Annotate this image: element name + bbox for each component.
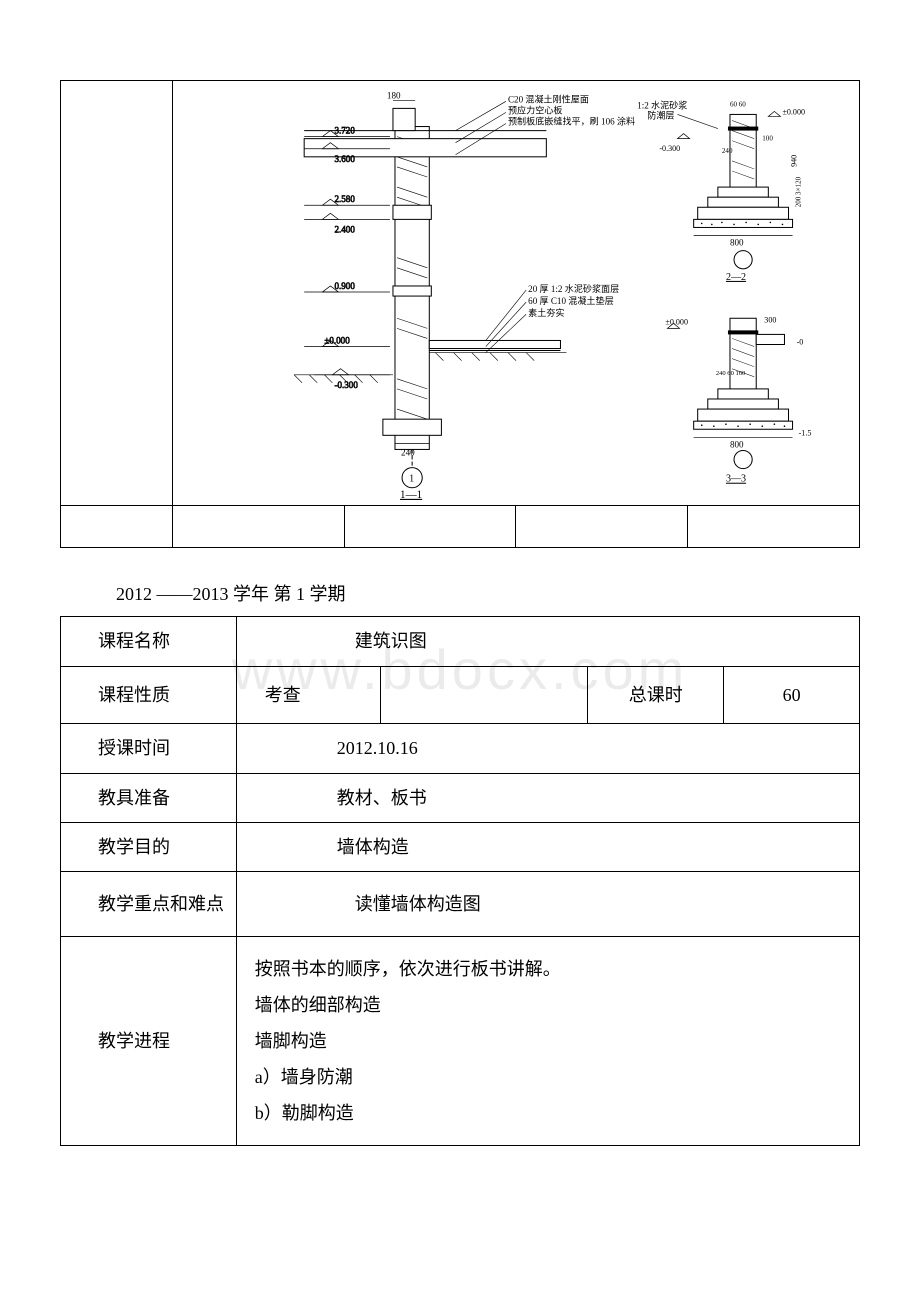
footer-cell-2 <box>172 506 344 548</box>
r2-pm0000: ±0.000 <box>665 317 688 326</box>
dim-240-r: 240 <box>722 147 733 155</box>
label-process: 教学进程 <box>61 937 237 1146</box>
value-process: 按照书本的顺序，依次进行板书讲解。墙体的细部构造墙脚构造a）墙身防潮b）勒脚构造 <box>236 937 859 1146</box>
value-focus: 读懂墙体构造图 <box>236 872 859 937</box>
value-tools: 教材、板书 <box>236 773 859 822</box>
process-line: 墙体的细部构造 <box>255 987 851 1023</box>
value-course-name: 建筑识图 <box>236 617 859 666</box>
label-focus: 教学重点和难点 <box>61 872 237 937</box>
elev-2580: 2.580 <box>334 194 355 204</box>
neg-1-5: -1.5 <box>798 428 811 437</box>
footer-cell-4 <box>516 506 688 548</box>
label-mortar20: 20 厚 1:2 水泥砂浆面层 <box>528 283 619 294</box>
value-purpose: 墙体构造 <box>236 823 859 872</box>
dim-200-3-120: 200 3×120 <box>794 176 802 207</box>
process-line: b）勒脚构造 <box>255 1095 851 1131</box>
process-line: 按照书本的顺序，依次进行板书讲解。 <box>255 951 851 987</box>
footer-cell-1 <box>61 506 173 548</box>
dim-940: 940 <box>789 155 798 167</box>
dim-800a: 800 <box>730 238 744 248</box>
value-teach-time: 2012.10.16 <box>236 724 859 773</box>
process-line: a）墙身防潮 <box>255 1059 851 1095</box>
r-neg0300: -0.300 <box>659 144 680 153</box>
section-2-2: 2—2 <box>726 272 746 283</box>
label-tools: 教具准备 <box>61 773 237 822</box>
diagram-table: 180 C20 混凝土刚性屋面 预应力空心板 预制板底嵌缝找平，刷 106 涂料… <box>60 80 860 548</box>
neg-0-r2: -0 <box>796 337 803 346</box>
section-1-1: 1—1 <box>400 489 422 501</box>
dim-180: 180 <box>387 90 401 100</box>
label-bed60: 60 厚 C10 混凝土垫层 <box>528 295 613 306</box>
elev-0900: 0.900 <box>334 281 355 291</box>
label-purpose: 教学目的 <box>61 823 237 872</box>
dim-800b: 800 <box>730 439 744 449</box>
dim-300: 300 <box>764 315 776 324</box>
label-compact: 素土夯实 <box>528 307 564 318</box>
footer-cell-5 <box>688 506 860 548</box>
empty-cell <box>380 666 588 723</box>
axis-1: 1 <box>409 474 414 485</box>
label-dampproof1: 1:2 水泥砂浆 <box>637 99 687 110</box>
elev-3600: 3.600 <box>334 154 355 164</box>
dim-240: 240 <box>401 447 415 457</box>
label-precast: 预制板底嵌缝找平，刷 106 涂料 <box>508 116 635 127</box>
footer-cell-3 <box>344 506 516 548</box>
semester-text: 2012 ——2013 学年 第 1 学期 <box>80 578 860 610</box>
course-info-table: 课程名称 建筑识图 课程性质 考查 总课时 60 授课时间 2012.10.16… <box>60 616 860 1146</box>
label-course-type: 课程性质 <box>61 666 237 723</box>
section-3-3: 3—3 <box>726 474 746 485</box>
dim-100: 100 <box>762 135 773 143</box>
elev-2400: 2.400 <box>334 224 355 234</box>
label-slab: 预应力空心板 <box>508 104 562 115</box>
engineering-diagram: 180 C20 混凝土刚性屋面 预应力空心板 预制板底嵌缝找平，刷 106 涂料… <box>173 81 859 505</box>
dims-6060: 60 60 <box>730 100 746 108</box>
label-teach-time: 授课时间 <box>61 724 237 773</box>
label-total-hours: 总课时 <box>588 666 724 723</box>
elev-pm0000: ±0.000 <box>324 335 350 345</box>
label-course-name: 课程名称 <box>61 617 237 666</box>
elev-3720: 3.720 <box>334 126 355 136</box>
dims-240-60-160: 240 60 160 <box>716 370 746 377</box>
label-dampproof2: 防潮层 <box>647 109 674 120</box>
value-total-hours: 60 <box>724 666 860 723</box>
r-pm0000: ±0.000 <box>782 107 805 116</box>
label-concrete: C20 混凝土刚性屋面 <box>508 93 589 104</box>
process-line: 墙脚构造 <box>255 1023 851 1059</box>
value-course-type: 考查 <box>236 666 380 723</box>
